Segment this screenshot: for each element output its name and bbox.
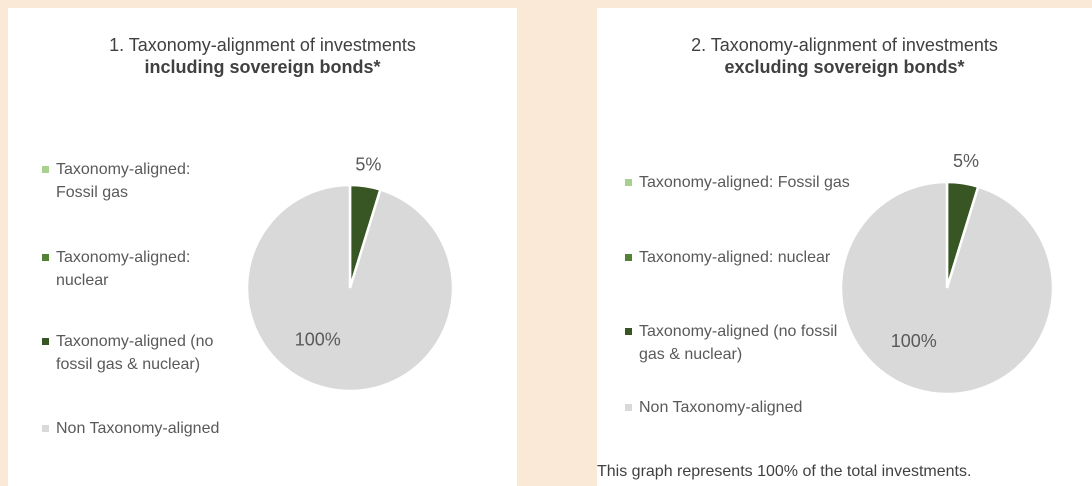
- data-label: 100%: [891, 331, 937, 351]
- legend-entry: Non Taxonomy-aligned: [625, 396, 854, 419]
- legend-entry: Taxonomy-aligned (no fossil gas & nuclea…: [42, 330, 226, 376]
- legend-label: Taxonomy-aligned: Fossil gas: [56, 161, 191, 201]
- legend-swatch: [625, 254, 632, 261]
- pie-slice: [839, 180, 1055, 396]
- data-label: 5%: [953, 151, 979, 171]
- legend-swatch: [42, 425, 49, 432]
- legend-label: Taxonomy-aligned (no fossil gas & nuclea…: [56, 333, 214, 373]
- legend-entry: Taxonomy-aligned: nuclear: [42, 246, 226, 292]
- legend-label: Non Taxonomy-aligned: [639, 399, 803, 416]
- pie-chart: 5% 100%: [245, 155, 455, 393]
- legend-entry: Taxonomy-aligned: nuclear: [625, 246, 854, 269]
- data-label: 5%: [355, 155, 381, 175]
- legend-swatch: [42, 166, 49, 173]
- legend-swatch: [625, 404, 632, 411]
- pie-slice: [245, 183, 455, 393]
- legend-entry: Taxonomy-aligned: Fossil gas: [42, 158, 226, 204]
- subtitle: excluding sovereign bonds*: [724, 57, 965, 77]
- legend-label: Non Taxonomy-aligned: [56, 420, 220, 437]
- legend-entry: Taxonomy-aligned: Fossil gas: [625, 171, 854, 194]
- legend-swatch: [625, 328, 632, 335]
- legend-swatch: [42, 254, 49, 261]
- chart-title: 2. Taxonomy-alignment of investments excl…: [597, 34, 1092, 78]
- chart-panel: 1. Taxonomy-alignment of investments incl…: [8, 8, 517, 486]
- title-line: 2. Taxonomy-alignment of investments: [691, 35, 998, 55]
- title-line: 1. Taxonomy-alignment of investments: [109, 35, 416, 55]
- legend-label: Taxonomy-aligned (no fossil gas & nuclea…: [639, 323, 838, 363]
- chart-title: 1. Taxonomy-alignment of investments incl…: [8, 34, 517, 78]
- legend-swatch: [42, 338, 49, 345]
- legend-label: Taxonomy-aligned: nuclear: [639, 249, 831, 266]
- legend-label: Taxonomy-aligned: Fossil gas: [639, 174, 850, 191]
- legend-entry: Non Taxonomy-aligned: [42, 417, 226, 440]
- note: This graph represents 100% of the total …: [597, 463, 972, 480]
- legend-swatch: [625, 179, 632, 186]
- pie-chart: 5% 100%: [839, 151, 1055, 396]
- data-label: 100%: [295, 329, 341, 349]
- legend-entry: Taxonomy-aligned (no fossil gas & nuclea…: [625, 320, 854, 366]
- subtitle: including sovereign bonds*: [144, 57, 381, 77]
- legend-label: Taxonomy-aligned: nuclear: [56, 249, 191, 289]
- chart-panel: 2. Taxonomy-alignment of investments excl…: [597, 8, 1092, 486]
